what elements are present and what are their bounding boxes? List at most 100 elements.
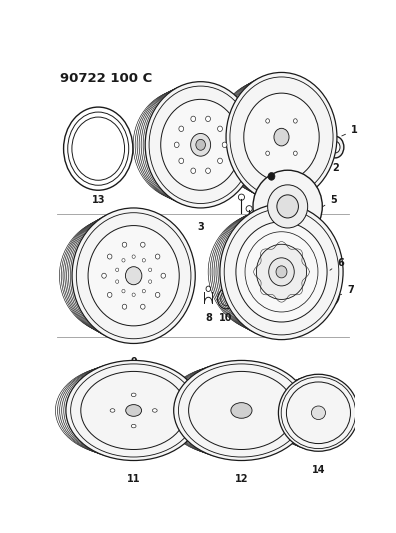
Ellipse shape — [131, 393, 136, 397]
Ellipse shape — [231, 402, 252, 418]
Ellipse shape — [179, 126, 184, 132]
Ellipse shape — [64, 361, 198, 459]
Text: 5: 5 — [323, 195, 337, 206]
Ellipse shape — [212, 209, 330, 334]
Ellipse shape — [122, 304, 127, 309]
Ellipse shape — [142, 289, 145, 293]
Text: 7: 7 — [288, 179, 315, 191]
Ellipse shape — [116, 280, 119, 284]
Ellipse shape — [69, 211, 189, 341]
Ellipse shape — [171, 361, 306, 459]
Ellipse shape — [72, 208, 195, 343]
Ellipse shape — [223, 75, 331, 199]
Text: 2: 2 — [332, 163, 339, 173]
Text: 3: 3 — [197, 222, 204, 232]
Ellipse shape — [126, 405, 142, 416]
Ellipse shape — [135, 88, 240, 201]
Ellipse shape — [327, 136, 344, 158]
Ellipse shape — [219, 78, 326, 197]
Ellipse shape — [60, 364, 191, 457]
Ellipse shape — [312, 285, 335, 305]
Ellipse shape — [218, 205, 340, 338]
Text: 8: 8 — [205, 313, 212, 324]
Ellipse shape — [122, 289, 125, 293]
Ellipse shape — [145, 82, 256, 208]
Ellipse shape — [188, 372, 294, 449]
Ellipse shape — [277, 375, 356, 450]
Ellipse shape — [61, 216, 177, 335]
Ellipse shape — [266, 151, 270, 156]
Ellipse shape — [161, 273, 166, 278]
Text: 15: 15 — [240, 315, 253, 325]
Ellipse shape — [142, 259, 145, 262]
Ellipse shape — [253, 170, 322, 243]
Text: 4: 4 — [238, 230, 245, 239]
Ellipse shape — [268, 185, 308, 228]
Ellipse shape — [226, 72, 337, 202]
Ellipse shape — [274, 377, 352, 449]
Text: 1: 1 — [342, 125, 358, 136]
Ellipse shape — [218, 158, 223, 164]
Ellipse shape — [293, 119, 297, 123]
Text: 10: 10 — [219, 313, 233, 322]
Ellipse shape — [179, 158, 184, 164]
Ellipse shape — [222, 142, 227, 148]
Ellipse shape — [258, 165, 282, 191]
Ellipse shape — [141, 84, 250, 205]
Ellipse shape — [67, 212, 186, 340]
Ellipse shape — [191, 116, 196, 122]
Ellipse shape — [174, 360, 309, 461]
Ellipse shape — [107, 293, 112, 297]
Text: 6: 6 — [330, 257, 344, 270]
Ellipse shape — [165, 365, 295, 456]
Ellipse shape — [148, 280, 152, 284]
Ellipse shape — [57, 365, 188, 456]
Ellipse shape — [308, 281, 339, 309]
Ellipse shape — [206, 168, 210, 173]
Ellipse shape — [190, 133, 211, 156]
Ellipse shape — [137, 87, 244, 203]
Ellipse shape — [102, 273, 106, 278]
Ellipse shape — [141, 304, 145, 309]
Ellipse shape — [107, 254, 112, 259]
Ellipse shape — [257, 244, 307, 300]
Ellipse shape — [331, 141, 340, 153]
Ellipse shape — [244, 93, 319, 181]
Ellipse shape — [63, 215, 180, 337]
Ellipse shape — [122, 242, 127, 247]
Ellipse shape — [70, 209, 192, 342]
Ellipse shape — [220, 204, 343, 340]
Ellipse shape — [132, 255, 135, 259]
Ellipse shape — [275, 376, 354, 450]
Ellipse shape — [311, 406, 326, 419]
Ellipse shape — [269, 258, 294, 286]
Ellipse shape — [255, 161, 285, 194]
Ellipse shape — [139, 85, 247, 204]
Ellipse shape — [161, 99, 240, 190]
Ellipse shape — [224, 74, 334, 200]
Ellipse shape — [210, 211, 327, 333]
Ellipse shape — [169, 362, 302, 458]
Ellipse shape — [122, 259, 125, 262]
Text: 90722 100 C: 90722 100 C — [60, 71, 152, 85]
Ellipse shape — [278, 374, 358, 451]
Text: 14: 14 — [312, 465, 325, 475]
Ellipse shape — [268, 173, 275, 180]
Text: 9: 9 — [130, 357, 137, 367]
Ellipse shape — [274, 128, 289, 146]
Ellipse shape — [132, 293, 135, 296]
Ellipse shape — [214, 208, 333, 336]
Ellipse shape — [155, 293, 160, 297]
Ellipse shape — [236, 222, 327, 322]
Ellipse shape — [81, 372, 187, 449]
Ellipse shape — [196, 139, 206, 150]
Ellipse shape — [143, 83, 253, 207]
Ellipse shape — [66, 360, 202, 461]
Ellipse shape — [266, 119, 270, 123]
Ellipse shape — [216, 207, 337, 337]
Ellipse shape — [152, 409, 157, 412]
Ellipse shape — [174, 142, 179, 148]
Ellipse shape — [155, 254, 160, 259]
Ellipse shape — [276, 266, 287, 278]
Ellipse shape — [217, 79, 323, 195]
